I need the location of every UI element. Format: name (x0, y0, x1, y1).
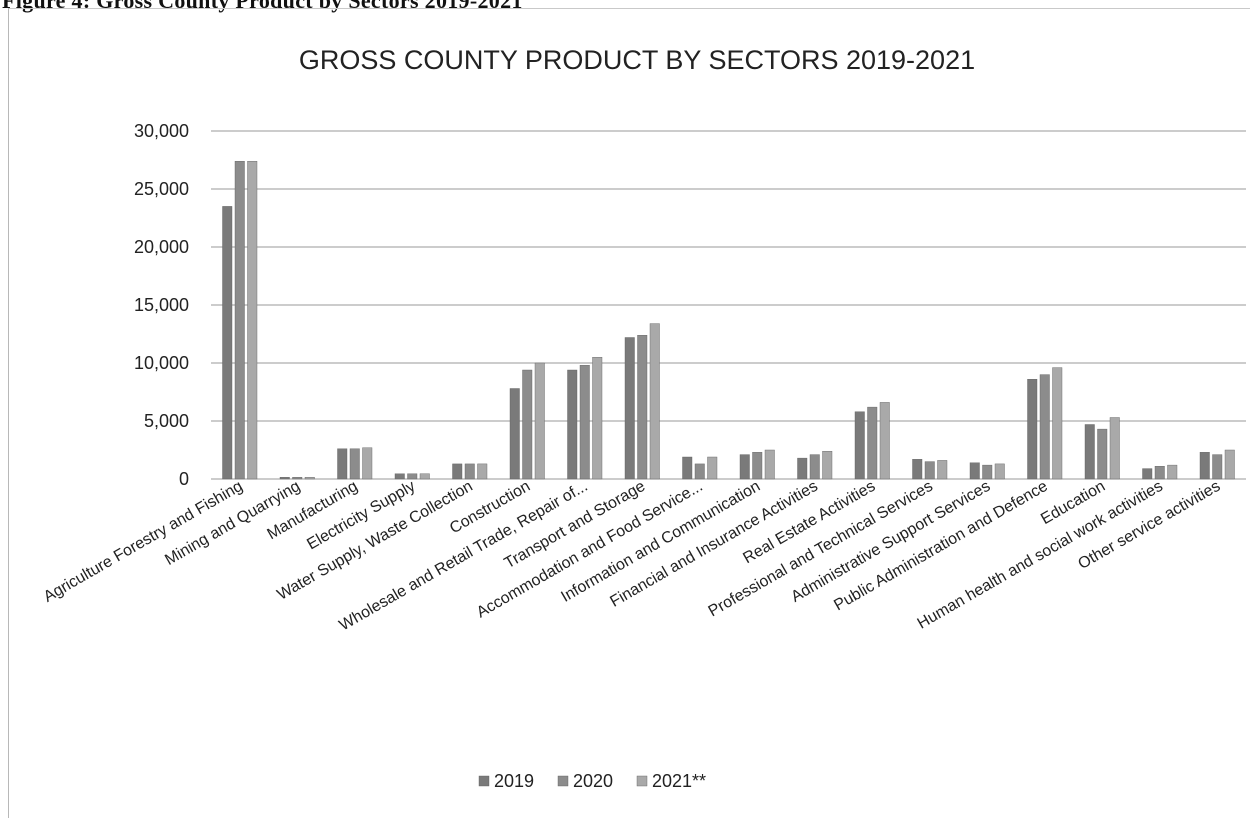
bar-2020-2 (349, 448, 360, 480)
bar-2021-0 (247, 160, 258, 480)
y-tick-label: 30,000 (134, 121, 189, 141)
bar-2019-6 (567, 369, 578, 480)
legend-swatch (478, 775, 490, 787)
bar-2021-13 (994, 463, 1005, 480)
bar-2021-12 (937, 460, 948, 480)
bar-2020-7 (637, 335, 648, 480)
bar-2019-16 (1142, 468, 1153, 480)
bar-2021-17 (1224, 449, 1235, 480)
y-tick-label: 10,000 (134, 353, 189, 373)
bar-2020-16 (1154, 466, 1165, 480)
bar-2020-9 (752, 452, 763, 480)
legend-label: 2021** (652, 771, 706, 791)
bar-2019-1 (279, 477, 290, 480)
bar-2021-2 (362, 447, 373, 480)
bar-2021-4 (477, 463, 488, 480)
bar-2020-15 (1097, 428, 1108, 480)
bar-2019-5 (509, 388, 520, 480)
bar-2019-4 (452, 463, 463, 480)
bar-2019-13 (969, 462, 980, 480)
bar-2019-12 (912, 459, 923, 480)
legend-label: 2020 (573, 771, 613, 791)
bar-2019-17 (1199, 452, 1210, 480)
gridlines (211, 130, 1246, 480)
bar-2020-4 (464, 463, 475, 480)
chart-frame: GROSS COUNTY PRODUCT BY SECTORS 2019-202… (8, 8, 1250, 818)
bar-2021-9 (764, 449, 775, 480)
bar-2021-11 (879, 402, 890, 480)
y-tick-label: 15,000 (134, 295, 189, 315)
bar-2020-1 (292, 477, 303, 480)
bar-2019-8 (682, 456, 693, 480)
bar-2019-9 (739, 454, 750, 480)
bar-2020-11 (867, 406, 878, 480)
bar-2019-14 (1027, 379, 1038, 480)
bar-2020-8 (694, 463, 705, 480)
bar-2020-14 (1039, 374, 1050, 480)
legend: 2019 2020 2021** (478, 771, 706, 791)
legend-swatch (557, 775, 569, 787)
y-tick-label: 25,000 (134, 179, 189, 199)
bar-2020-12 (924, 461, 935, 480)
bar-2019-15 (1084, 424, 1095, 480)
bar-2019-3 (394, 473, 405, 480)
y-axis-ticks: 0 5,000 10,000 15,000 20,000 25,000 30,000 (134, 121, 189, 489)
bar-2019-11 (854, 411, 865, 480)
bars (222, 160, 1235, 480)
bar-chart: GROSS COUNTY PRODUCT BY SECTORS 2019-202… (41, 45, 1246, 791)
figure-caption: Figure 4: Gross County Product by Sector… (2, 0, 523, 13)
bar-2021-10 (822, 451, 833, 480)
bar-2019-2 (337, 448, 348, 480)
bar-2020-3 (407, 473, 418, 480)
bar-2021-3 (419, 473, 430, 480)
bar-2021-5 (534, 362, 545, 480)
bar-2020-0 (234, 160, 245, 480)
bar-2020-13 (982, 464, 993, 480)
bar-2021-8 (707, 456, 718, 480)
bar-2020-6 (579, 365, 590, 480)
bar-2021-7 (649, 323, 660, 480)
y-tick-label: 5,000 (144, 411, 189, 431)
legend-swatch (636, 775, 648, 787)
bar-2020-17 (1212, 454, 1223, 480)
bar-2020-10 (809, 454, 820, 480)
bar-2019-0 (222, 206, 233, 480)
bar-2019-7 (624, 337, 635, 480)
chart-title: GROSS COUNTY PRODUCT BY SECTORS 2019-202… (299, 45, 975, 75)
bar-2019-10 (797, 457, 808, 480)
y-tick-label: 20,000 (134, 237, 189, 257)
bar-2020-5 (522, 369, 533, 480)
bar-2021-14 (1052, 367, 1063, 480)
bar-2021-6 (592, 357, 603, 480)
bar-2021-1 (304, 477, 315, 480)
bar-2021-15 (1109, 417, 1120, 480)
legend-label: 2019 (494, 771, 534, 791)
bar-2021-16 (1167, 464, 1178, 480)
y-tick-label: 0 (179, 469, 189, 489)
